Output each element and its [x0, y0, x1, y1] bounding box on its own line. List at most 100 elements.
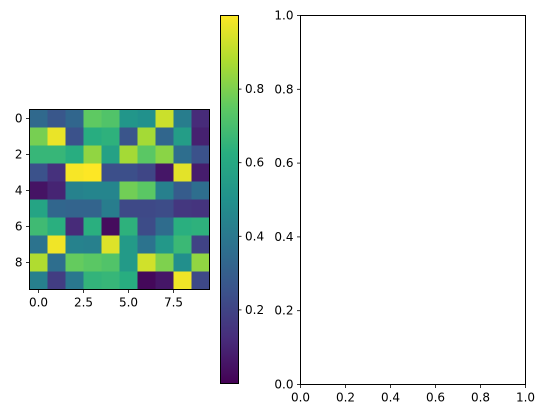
empty-axes-x-tick-label: 0.8 [471, 391, 490, 405]
heatmap-cell [83, 181, 102, 200]
empty-axes-x-axis: 0.0 0.2 0.4 0.6 0.8 1.0 [291, 384, 535, 405]
heatmap-cell [137, 235, 156, 254]
heatmap-cell [191, 199, 210, 218]
heatmap-cell [65, 217, 84, 236]
heatmap-cells [29, 109, 210, 290]
heatmap-cell [101, 217, 120, 236]
heatmap-cell [191, 127, 210, 146]
heatmap-x-axis: 0.0 2.5 5.0 7.5 [29, 289, 183, 310]
heatmap-cell [101, 181, 120, 200]
heatmap-y-axis: 0 2 4 6 8 [15, 112, 30, 270]
heatmap-cell [173, 145, 192, 164]
heatmap-cell [155, 199, 174, 218]
heatmap-cell [83, 109, 102, 128]
colorbar-tick-label: 0.4 [245, 229, 264, 243]
heatmap-cell [83, 145, 102, 164]
heatmap-cell [155, 127, 174, 146]
heatmap-cell [173, 199, 192, 218]
heatmap-cell [101, 235, 120, 254]
heatmap-cell [65, 127, 84, 146]
heatmap-cell [101, 109, 120, 128]
heatmap-cell [191, 181, 210, 200]
heatmap-cell [173, 253, 192, 272]
heatmap-cell [119, 271, 138, 290]
heatmap-cell [155, 217, 174, 236]
heatmap-frame [29, 109, 210, 290]
empty-axes-x-tick-label: 1.0 [516, 391, 535, 405]
heatmap-cell [137, 109, 156, 128]
heatmap-cell [137, 199, 156, 218]
heatmap-cell [47, 181, 66, 200]
empty-axes-y-axis: 0.0 0.2 0.4 0.6 0.8 1.0 [274, 9, 301, 392]
colorbar-frame [220, 15, 239, 384]
heatmap-cell [47, 253, 66, 272]
heatmap-cell [47, 271, 66, 290]
heatmap-cell [155, 271, 174, 290]
heatmap-cell [119, 235, 138, 254]
heatmap-cell [173, 235, 192, 254]
empty-axes-frame [300, 15, 526, 385]
heatmap-cell [83, 253, 102, 272]
heatmap-cell [101, 271, 120, 290]
heatmap-cell [101, 199, 120, 218]
heatmap-cell [191, 253, 210, 272]
heatmap-cell [137, 127, 156, 146]
heatmap-panel: 0.0 2.5 5.0 7.5 0 2 4 6 8 [15, 109, 210, 310]
empty-axes-x-tick-label: 0.0 [291, 391, 310, 405]
heatmap-cell [191, 145, 210, 164]
heatmap-cell [173, 181, 192, 200]
heatmap-cell [29, 199, 48, 218]
heatmap-cell [137, 217, 156, 236]
heatmap-cell [47, 199, 66, 218]
heatmap-cell [191, 235, 210, 254]
heatmap-cell [191, 163, 210, 182]
empty-axes-panel: 0.0 0.2 0.4 0.6 0.8 1.0 0.0 0.2 0.4 0.6 0.8 1.0 [274, 9, 535, 405]
heatmap-cell [119, 145, 138, 164]
heatmap-cell [83, 127, 102, 146]
empty-axes-y-tick-label: 0.2 [274, 304, 293, 318]
heatmap-cell [47, 163, 66, 182]
heatmap-cell [119, 181, 138, 200]
heatmap-y-tick-label: 6 [15, 220, 23, 234]
heatmap-cell [155, 253, 174, 272]
heatmap-cell [65, 199, 84, 218]
heatmap-cell [191, 109, 210, 128]
heatmap-x-tick-label: 2.5 [74, 296, 93, 310]
heatmap-cell [29, 145, 48, 164]
heatmap-cell [173, 109, 192, 128]
heatmap-cell [83, 199, 102, 218]
heatmap-cell [173, 217, 192, 236]
empty-axes-x-tick-label: 0.6 [426, 391, 445, 405]
heatmap-cell [155, 163, 174, 182]
heatmap-cell [29, 235, 48, 254]
heatmap-cell [47, 235, 66, 254]
empty-axes-y-tick-label: 1.0 [274, 9, 293, 23]
heatmap-cell [173, 163, 192, 182]
heatmap-y-tick-label: 8 [15, 256, 23, 270]
heatmap-cell [101, 145, 120, 164]
empty-axes-y-tick-label: 0.8 [274, 82, 293, 96]
heatmap-x-tick-label: 0.0 [29, 296, 48, 310]
heatmap-cell [119, 109, 138, 128]
heatmap-cell [101, 163, 120, 182]
heatmap-cell [119, 253, 138, 272]
empty-axes-x-tick-label: 0.2 [336, 391, 355, 405]
heatmap-cell [191, 271, 210, 290]
heatmap-cell [29, 163, 48, 182]
heatmap-x-tick-label: 7.5 [164, 296, 183, 310]
heatmap-y-tick-label: 4 [15, 184, 23, 198]
heatmap-cell [29, 271, 48, 290]
heatmap-cell [47, 127, 66, 146]
heatmap-cell [65, 163, 84, 182]
heatmap-y-tick-label: 0 [15, 112, 23, 126]
heatmap-cell [65, 181, 84, 200]
heatmap-cell [29, 127, 48, 146]
heatmap-cell [119, 163, 138, 182]
heatmap-cell [137, 253, 156, 272]
heatmap-cell [29, 253, 48, 272]
empty-axes-x-tick-label: 0.4 [381, 391, 400, 405]
heatmap-cell [29, 217, 48, 236]
colorbar-tick-label: 0.6 [245, 156, 264, 170]
heatmap-cell [65, 109, 84, 128]
